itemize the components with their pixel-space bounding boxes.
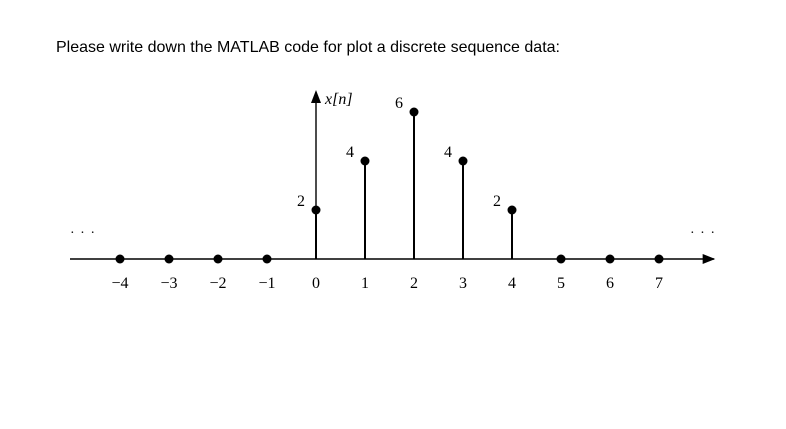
x-tick-label-n2: 2	[410, 275, 418, 292]
x-tick-label-n1: 1	[361, 275, 369, 292]
x-tick-label-n-2: −2	[209, 275, 226, 292]
y-axis-arrow-icon	[311, 90, 321, 103]
value-label-n2: 6	[395, 95, 403, 112]
stem-point-n2	[409, 107, 419, 117]
x-tick-label-n-1: −1	[258, 275, 275, 292]
value-label-n0: 2	[297, 193, 305, 210]
stem-point-n-4	[115, 254, 125, 264]
right-continuation: · · ·	[690, 226, 716, 241]
question-text: Please write down the MATLAB code for pl…	[56, 39, 560, 56]
stem-point-n-1	[262, 254, 272, 264]
x-tick-label-n0: 0	[312, 275, 320, 292]
stem-point-n5	[556, 254, 566, 264]
value-label-n3: 4	[444, 144, 452, 161]
x-tick-label-n3: 3	[459, 275, 467, 292]
value-label-n1: 4	[346, 144, 354, 161]
x-tick-label-n5: 5	[557, 275, 565, 292]
stem-point-n-2	[213, 254, 223, 264]
stem-point-n7	[654, 254, 664, 264]
stem-point-n6	[605, 254, 615, 264]
stem-point-n1	[360, 156, 370, 166]
y-axis-label: x[n]	[324, 91, 353, 108]
x-tick-label-n4: 4	[508, 275, 516, 292]
stem-point-n4	[507, 205, 517, 215]
x-tick-label-n-3: −3	[160, 275, 177, 292]
stem-marks: −4 −3 −2 −1 2 0 4 1 6 2 4 3 2 4 5 6 7	[111, 95, 664, 292]
stem-point-n0	[311, 205, 321, 215]
value-label-n4: 2	[493, 193, 501, 210]
stem-point-n3	[458, 156, 468, 166]
x-tick-label-n6: 6	[606, 275, 614, 292]
x-tick-label-n-4: −4	[111, 275, 128, 292]
left-continuation: · · ·	[70, 226, 96, 241]
stem-point-n-3	[164, 254, 174, 264]
x-tick-label-n7: 7	[655, 275, 663, 292]
